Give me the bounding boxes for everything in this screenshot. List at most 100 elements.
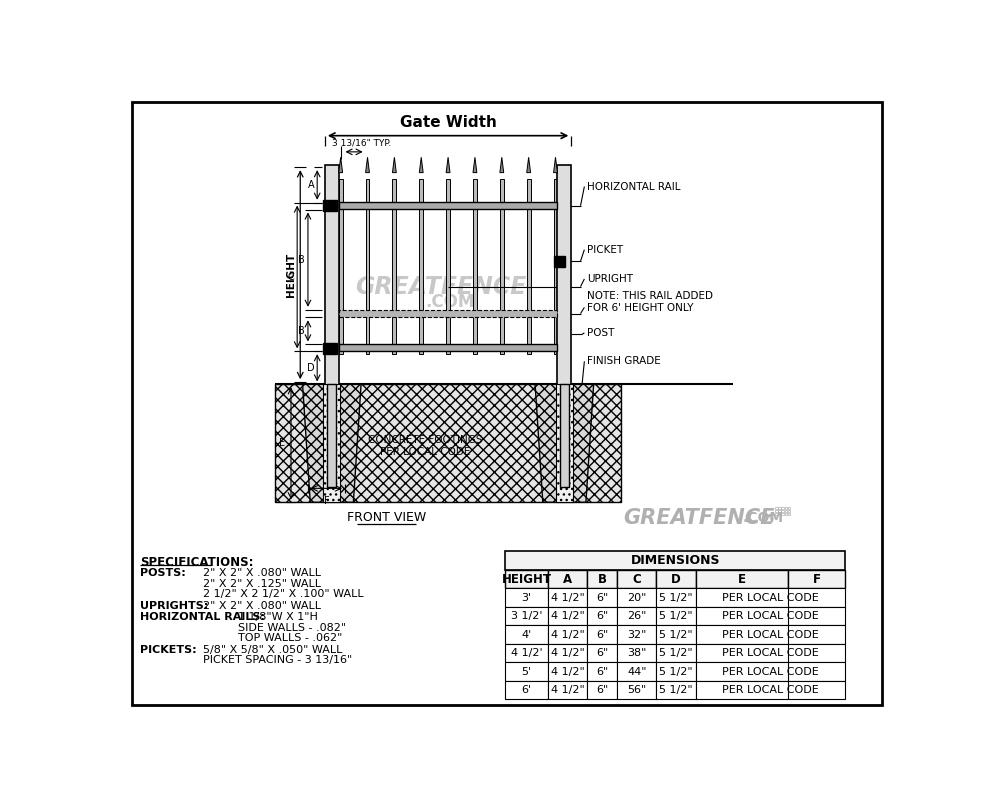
Text: F: F — [324, 497, 330, 506]
Text: 5/8" X 5/8" X .050" WALL: 5/8" X 5/8" X .050" WALL — [203, 645, 343, 655]
Text: 5 1/2": 5 1/2" — [659, 611, 693, 621]
Bar — [784, 510, 787, 512]
Polygon shape — [339, 157, 343, 173]
Bar — [618, 662, 656, 681]
Bar — [587, 588, 618, 607]
Bar — [656, 644, 696, 662]
Bar — [587, 607, 618, 626]
Text: SPECIFICATIONS:: SPECIFICATIONS: — [141, 556, 253, 569]
Text: FINISH GRADE: FINISH GRADE — [587, 356, 660, 367]
Text: 3 13/16" TYP.: 3 13/16" TYP. — [333, 139, 391, 148]
Bar — [392, 179, 396, 355]
Bar — [557, 165, 571, 396]
Text: 4': 4' — [522, 630, 532, 640]
Bar — [618, 588, 656, 607]
Text: .COM: .COM — [742, 511, 783, 524]
Text: UPRIGHT: UPRIGHT — [587, 274, 633, 284]
Text: 4 1/2": 4 1/2" — [550, 593, 584, 603]
Bar — [618, 570, 656, 588]
Bar — [587, 570, 618, 588]
Bar — [339, 179, 343, 355]
Bar — [656, 588, 696, 607]
Text: CONCRETE FOOTINGS
PER LOCAL CODE: CONCRETE FOOTINGS PER LOCAL CODE — [367, 435, 482, 457]
Text: .COM: .COM — [425, 293, 474, 311]
Text: PER LOCAL CODE: PER LOCAL CODE — [723, 630, 819, 640]
Text: FRONT VIEW: FRONT VIEW — [346, 511, 426, 524]
Bar — [778, 513, 781, 516]
Text: ®: ® — [767, 513, 776, 522]
Polygon shape — [500, 157, 504, 173]
Text: 56": 56" — [627, 685, 646, 695]
Text: 5 1/2": 5 1/2" — [659, 666, 693, 677]
Text: TOP WALLS - .062": TOP WALLS - .062" — [238, 633, 343, 643]
Text: 5 1/2": 5 1/2" — [659, 593, 693, 603]
Text: PICKET: PICKET — [587, 245, 623, 254]
Bar — [778, 510, 781, 512]
Bar — [696, 644, 845, 662]
Bar — [696, 588, 845, 607]
Bar — [554, 256, 565, 266]
Text: 5 1/2": 5 1/2" — [659, 685, 693, 695]
Text: 38": 38" — [627, 648, 646, 658]
Text: 2" X 2" X .080" WALL: 2" X 2" X .080" WALL — [203, 601, 321, 611]
Bar — [324, 343, 338, 354]
Text: PICKETS:: PICKETS: — [141, 645, 197, 655]
Text: 26": 26" — [627, 611, 646, 621]
Text: Gate Width: Gate Width — [400, 116, 497, 130]
Text: 6": 6" — [596, 685, 608, 695]
Text: B: B — [598, 573, 607, 586]
Bar — [365, 179, 369, 355]
Bar — [473, 179, 477, 355]
Text: B: B — [298, 326, 305, 336]
Text: F: F — [813, 573, 821, 586]
Bar — [618, 626, 656, 644]
Text: 6": 6" — [596, 630, 608, 640]
Bar — [618, 681, 656, 699]
Bar — [339, 344, 557, 351]
Bar — [775, 513, 777, 516]
Bar — [696, 626, 845, 644]
Text: 44": 44" — [627, 666, 646, 677]
Polygon shape — [535, 384, 594, 502]
Bar — [339, 202, 557, 209]
Text: HORIZONTAL RAILS:: HORIZONTAL RAILS: — [141, 612, 265, 622]
Text: GREATFENCE: GREATFENCE — [354, 275, 526, 299]
Text: C: C — [288, 272, 294, 282]
Bar — [505, 570, 548, 588]
Bar — [587, 662, 618, 681]
Bar — [656, 570, 696, 588]
Text: D: D — [671, 573, 681, 586]
Bar — [548, 662, 587, 681]
Bar — [328, 384, 337, 487]
Bar — [781, 513, 784, 516]
Text: 32": 32" — [627, 630, 646, 640]
Bar — [505, 644, 548, 662]
Text: 4 1/2': 4 1/2' — [511, 648, 543, 658]
Bar — [788, 507, 790, 509]
Text: A: A — [308, 180, 315, 190]
Text: HEIGHT: HEIGHT — [502, 573, 551, 586]
Bar — [696, 681, 845, 699]
Bar — [505, 662, 548, 681]
Bar — [548, 607, 587, 626]
Bar — [505, 588, 548, 607]
Bar — [656, 607, 696, 626]
Bar — [788, 513, 790, 516]
Bar — [775, 507, 777, 509]
Polygon shape — [446, 157, 450, 173]
Bar — [553, 179, 557, 355]
Text: PER LOCAL CODE: PER LOCAL CODE — [723, 648, 819, 658]
Bar — [505, 607, 548, 626]
Polygon shape — [303, 384, 361, 502]
Bar — [505, 626, 548, 644]
Text: 5 1/2": 5 1/2" — [659, 648, 693, 658]
Polygon shape — [365, 157, 369, 173]
Bar — [275, 384, 622, 502]
Text: 6": 6" — [596, 593, 608, 603]
Text: PER LOCAL CODE: PER LOCAL CODE — [723, 685, 819, 695]
Text: 6": 6" — [596, 648, 608, 658]
Text: B: B — [298, 255, 305, 265]
Bar — [788, 510, 790, 512]
Text: POST: POST — [587, 328, 614, 338]
Bar — [781, 510, 784, 512]
